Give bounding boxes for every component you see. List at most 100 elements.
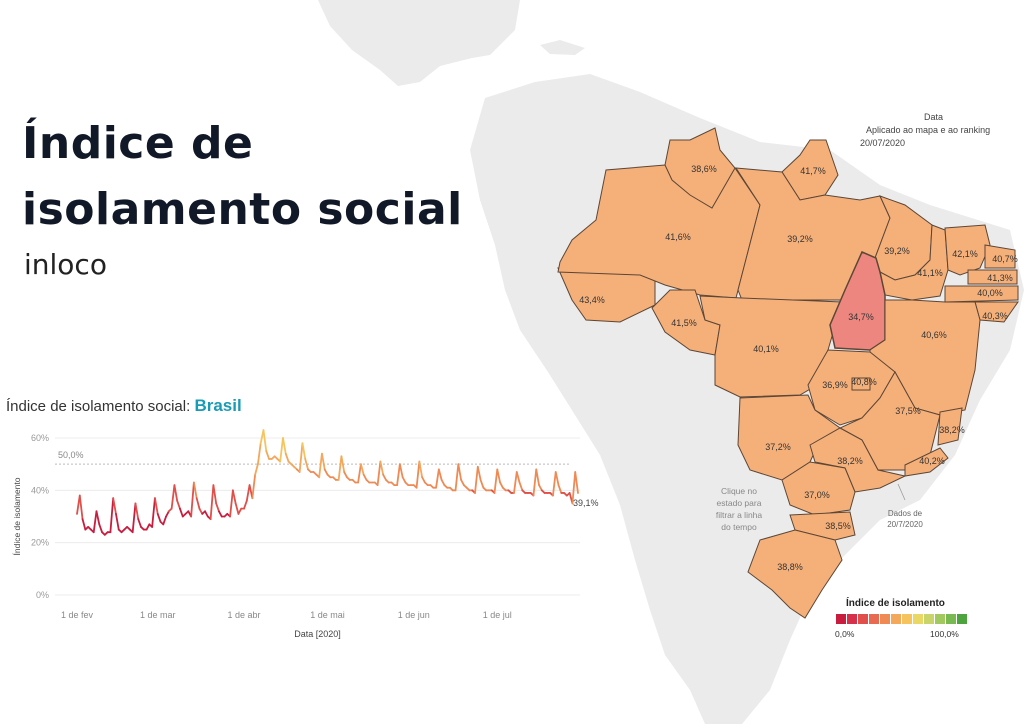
- state-label-go: 36,9%: [822, 380, 848, 390]
- legend-min-label: 0,0%: [835, 629, 855, 639]
- series-line-segment: [440, 478, 446, 486]
- state-federal-district[interactable]: [851, 377, 871, 391]
- series-line-segment: [362, 473, 368, 481]
- state-label-ro: 41,5%: [671, 318, 697, 328]
- series-line-segment: [98, 523, 103, 534]
- series-line-segment: [165, 510, 170, 518]
- state-label-rr: 38,6%: [691, 164, 717, 174]
- series-line-segment: [437, 468, 443, 481]
- series-line-segment: [496, 468, 501, 484]
- last-value-label: 39,1%: [573, 498, 599, 508]
- series-line-segment: [571, 471, 577, 505]
- state-rio-grande-do-norte[interactable]: [984, 244, 1016, 269]
- map-info-scope: Aplicado ao mapa e ao ranking: [866, 125, 991, 135]
- x-tick-label: 1 de fev: [61, 610, 94, 620]
- legend-swatch: [869, 614, 879, 624]
- series-line-segment: [284, 452, 290, 463]
- series-line-segment: [376, 460, 382, 486]
- x-tick-label: 1 de jun: [398, 610, 430, 620]
- legend-swatch: [935, 614, 945, 624]
- state-label-mg: 37,5%: [895, 406, 921, 416]
- chart-heading-label: Índice de isolamento social:: [6, 398, 191, 415]
- legend-color-scale: [836, 614, 967, 624]
- series-line-segment: [359, 463, 365, 476]
- series-line-segment: [301, 442, 307, 460]
- series-line-segment: [109, 497, 115, 534]
- state-rio-de-janeiro[interactable]: [904, 447, 949, 477]
- state-label-pb: 41,3%: [987, 273, 1013, 283]
- series-line-segment: [198, 507, 204, 515]
- map-date-info: Data Aplicado ao mapa e ao ranking 20/07…: [820, 111, 1024, 150]
- x-tick-label: 1 de jul: [483, 610, 512, 620]
- state-label-am: 41,6%: [665, 232, 691, 242]
- series-line-segment: [151, 497, 156, 528]
- series-line-segment: [321, 452, 326, 471]
- series-line-segment: [254, 463, 259, 476]
- brand-name: inloco: [24, 248, 107, 281]
- series-line-segment: [134, 502, 140, 521]
- state-paraiba[interactable]: [967, 269, 1018, 285]
- legend-swatch: [880, 614, 890, 624]
- x-axis-label: Data [2020]: [294, 629, 341, 639]
- series-line-segment: [518, 481, 524, 492]
- series-line-segment: [398, 463, 404, 479]
- series-line-segment: [115, 512, 120, 531]
- series-line-segment: [156, 512, 162, 523]
- series-line-segment: [78, 494, 84, 521]
- series-line-segment: [234, 502, 240, 515]
- series-line-segment: [176, 499, 181, 510]
- legend-max-label: 100,0%: [930, 629, 959, 639]
- state-label-sp: 38,2%: [837, 456, 863, 466]
- series-line-segment: [513, 471, 518, 494]
- series-line-segment: [538, 484, 543, 492]
- series-line-segment: [173, 484, 179, 502]
- series-line-segment: [145, 523, 151, 531]
- state-label-df: 40,8%: [851, 377, 877, 387]
- map-info-date[interactable]: 20/07/2020: [860, 138, 906, 148]
- series-line-segment: [318, 452, 323, 479]
- state-label-rs: 38,8%: [777, 562, 803, 572]
- y-tick-label: 40%: [31, 485, 49, 495]
- series-line-segment: [415, 460, 421, 489]
- series-line-segment: [204, 510, 209, 518]
- series-line-segment: [474, 465, 479, 494]
- state-santa-catarina[interactable]: [789, 511, 856, 541]
- series-line-segment: [131, 502, 137, 534]
- legend-swatch: [957, 614, 967, 624]
- series-line-segment: [245, 484, 251, 502]
- state-roraima[interactable]: [664, 127, 736, 209]
- series-line-segment: [457, 463, 463, 481]
- series-line-segment: [421, 476, 426, 484]
- chart-heading-region[interactable]: Brasil: [194, 396, 242, 415]
- state-rio-grande-do-sul[interactable]: [747, 529, 843, 619]
- legend-swatch: [858, 614, 868, 624]
- state-label-pa: 39,2%: [787, 234, 813, 244]
- state-label-to: 34,7%: [848, 312, 874, 322]
- series-line-segment: [396, 463, 401, 486]
- series-line-segment: [304, 458, 309, 471]
- x-tick-label: 1 de mar: [140, 610, 176, 620]
- state-pernambuco[interactable]: [944, 285, 1019, 303]
- state-label-mt: 40,1%: [753, 344, 779, 354]
- state-ceara[interactable]: [944, 224, 991, 276]
- legend-swatch: [836, 614, 846, 624]
- series-line-segment: [192, 481, 198, 500]
- series-line-segment: [170, 484, 176, 510]
- series-line-segment: [476, 465, 482, 481]
- state-label-pe: 40,0%: [977, 288, 1003, 298]
- series-line-segment: [257, 442, 262, 466]
- state-espirito-santo[interactable]: [937, 407, 963, 446]
- series-line-segment: [554, 471, 560, 486]
- legend-swatch: [891, 614, 901, 624]
- state-label-al: 40,3%: [982, 311, 1008, 321]
- state-label-pi: 41,1%: [917, 268, 943, 278]
- state-label-pr: 37,0%: [804, 490, 830, 500]
- state-parana[interactable]: [781, 461, 856, 516]
- map-hint: Clique no estado para filtrar a linha do…: [715, 486, 763, 532]
- series-line-segment: [323, 468, 329, 476]
- series-line-segment: [243, 499, 248, 510]
- series-line-segment: [493, 468, 499, 494]
- series-line-segment: [379, 460, 385, 476]
- page-title-line1: Índice de: [22, 118, 254, 169]
- state-mato-grosso[interactable]: [699, 295, 843, 398]
